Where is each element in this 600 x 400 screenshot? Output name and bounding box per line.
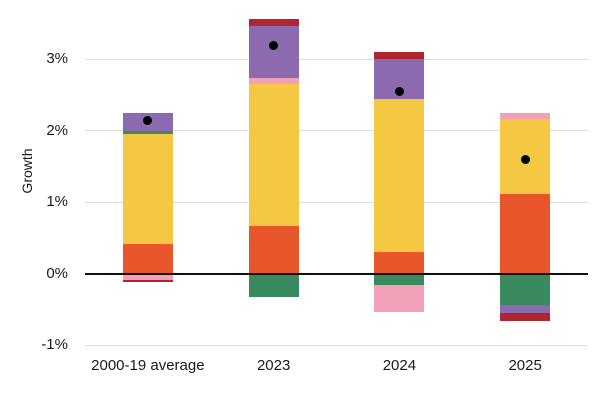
gridline xyxy=(85,58,588,60)
green-segment xyxy=(374,273,425,285)
x-tick-label: 2024 xyxy=(382,357,417,374)
y-axis-title: Growth xyxy=(19,148,35,194)
zero-baseline xyxy=(85,272,588,275)
yellow-segment xyxy=(248,83,299,226)
y-tick-label: 0% xyxy=(46,264,68,282)
net-growth-dot xyxy=(394,86,404,96)
green-segment xyxy=(500,273,551,305)
crimson-segment xyxy=(374,52,425,60)
orange-segment xyxy=(374,251,425,274)
crimson-segment xyxy=(122,279,173,283)
net-growth-dot xyxy=(520,154,530,164)
pink-segment xyxy=(248,77,299,84)
pink-segment xyxy=(122,273,173,280)
x-tick-label: 2000-19 average xyxy=(91,357,205,374)
crimson-segment xyxy=(500,313,551,321)
gridline xyxy=(85,201,588,203)
y-tick-label: 2% xyxy=(46,121,68,139)
pink-segment xyxy=(500,112,551,119)
y-tick-label: -1% xyxy=(41,336,68,354)
green-segment xyxy=(248,273,299,298)
pink-segment xyxy=(374,284,425,312)
gridline xyxy=(85,344,588,346)
purple-segment xyxy=(500,304,551,314)
orange-segment xyxy=(122,243,173,274)
y-tick-label: 3% xyxy=(46,50,68,68)
y-tick-label: 1% xyxy=(46,193,68,211)
gridline xyxy=(85,130,588,132)
yellow-segment xyxy=(122,133,173,244)
net-growth-dot xyxy=(143,115,153,125)
crimson-segment xyxy=(248,19,299,27)
x-tick-label: 2025 xyxy=(508,357,542,374)
orange-segment xyxy=(248,225,299,274)
net-growth-dot xyxy=(269,40,279,50)
green-segment xyxy=(122,130,173,134)
orange-segment xyxy=(500,193,551,274)
purple-segment xyxy=(248,26,299,78)
x-tick-label: 2023 xyxy=(256,357,291,374)
yellow-segment xyxy=(374,99,425,252)
